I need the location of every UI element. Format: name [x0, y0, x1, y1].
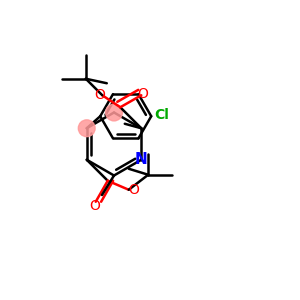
Text: O: O — [89, 199, 100, 213]
Circle shape — [78, 120, 95, 137]
Text: O: O — [137, 87, 148, 101]
Text: O: O — [94, 88, 105, 102]
Text: O: O — [128, 183, 139, 197]
Text: Cl: Cl — [154, 108, 169, 122]
Circle shape — [106, 104, 122, 121]
Text: N: N — [135, 152, 148, 167]
